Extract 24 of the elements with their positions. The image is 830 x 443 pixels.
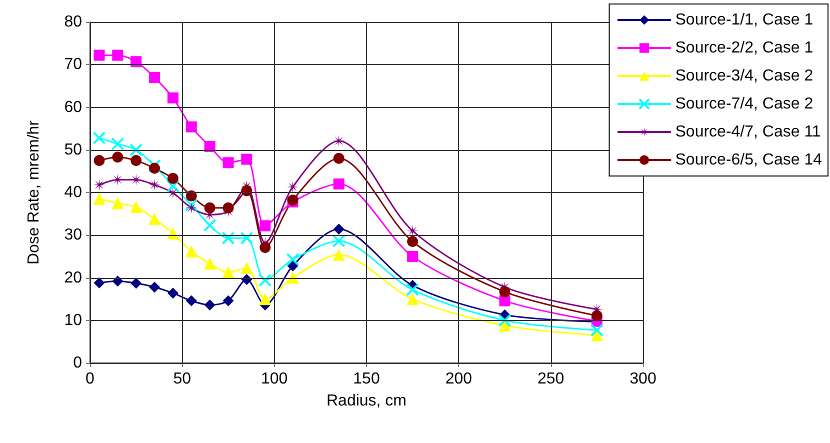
y-tick-label: 50 bbox=[64, 141, 82, 158]
legend-label: Source-3/4, Case 2 bbox=[675, 68, 814, 84]
x-tick-label: 200 bbox=[445, 370, 472, 388]
y-tick-label: 70 bbox=[64, 56, 82, 74]
legend-label: Source-6/5, Case 14 bbox=[675, 152, 822, 168]
y-tick-label: 10 bbox=[64, 312, 82, 329]
x-axis-title: Radius, cm bbox=[326, 392, 407, 410]
x-tick-label: 300 bbox=[630, 370, 656, 388]
y-tick-label: 60 bbox=[64, 98, 82, 116]
y-tick-label: 40 bbox=[64, 184, 82, 201]
legend-label: Source-2/2, Case 1 bbox=[675, 40, 814, 56]
legend-label: Source-1/1, Case 1 bbox=[675, 12, 814, 28]
x-tick-label: 250 bbox=[537, 370, 564, 388]
y-tick-label: 0 bbox=[73, 354, 82, 372]
x-tick-label: 150 bbox=[353, 370, 380, 388]
x-tick-label: 0 bbox=[86, 370, 95, 388]
legend-label: Source-4/7, Case 11 bbox=[675, 124, 821, 140]
legend-label: Source-7/4, Case 2 bbox=[675, 96, 814, 112]
x-tick-label: 100 bbox=[260, 370, 288, 388]
x-tick-label: 50 bbox=[173, 370, 192, 388]
y-axis-title: Dose Rate, mrem/hr bbox=[26, 120, 42, 265]
y-tick-label: 30 bbox=[64, 226, 82, 244]
y-tick-label: 20 bbox=[64, 269, 82, 286]
y-tick-label: 80 bbox=[64, 14, 82, 30]
